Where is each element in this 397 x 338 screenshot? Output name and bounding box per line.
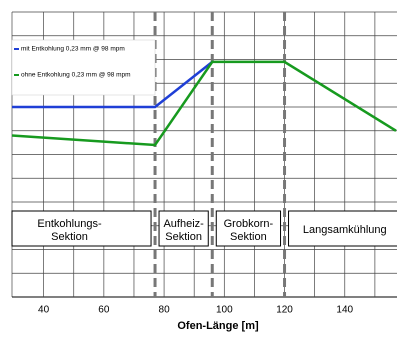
legend-box (11, 39, 156, 96)
section: Aufheiz-Sektion (158, 210, 209, 247)
x-tick-label: 80 (159, 305, 171, 316)
section-label: Aufheiz- (163, 218, 204, 230)
section: Langsamkühlung (288, 210, 397, 247)
section-label: Sektion (165, 231, 202, 243)
legend-label: ohne Entkohlung 0,23 mm @ 98 mpm (21, 72, 131, 79)
x-tick-label: 120 (276, 305, 293, 316)
legend-label: mit Entkohlung 0,23 mm @ 98 mpm (21, 46, 125, 53)
x-tick-label: 140 (336, 305, 353, 316)
section-label: Langsamkühlung (303, 224, 387, 236)
series-line (12, 60, 214, 109)
x-tick-label: 60 (98, 305, 110, 316)
x-tick-label: 100 (216, 305, 233, 316)
section-label: Sektion (51, 231, 88, 243)
section-box (11, 210, 152, 247)
section-label: Entkohlungs- (37, 218, 102, 230)
section: Grobkorn-Sektion (215, 210, 282, 247)
section: Entkohlungs-Sektion (11, 210, 152, 247)
section-box (215, 210, 282, 247)
section-box (158, 210, 209, 247)
x-axis-label: Ofen-Länge [m] (177, 320, 259, 332)
section-label: Grobkorn- (224, 218, 274, 230)
x-tick-label: 40 (38, 305, 50, 316)
section-label: Sektion (230, 231, 267, 243)
series-line (11, 60, 397, 147)
section-box (288, 210, 397, 247)
